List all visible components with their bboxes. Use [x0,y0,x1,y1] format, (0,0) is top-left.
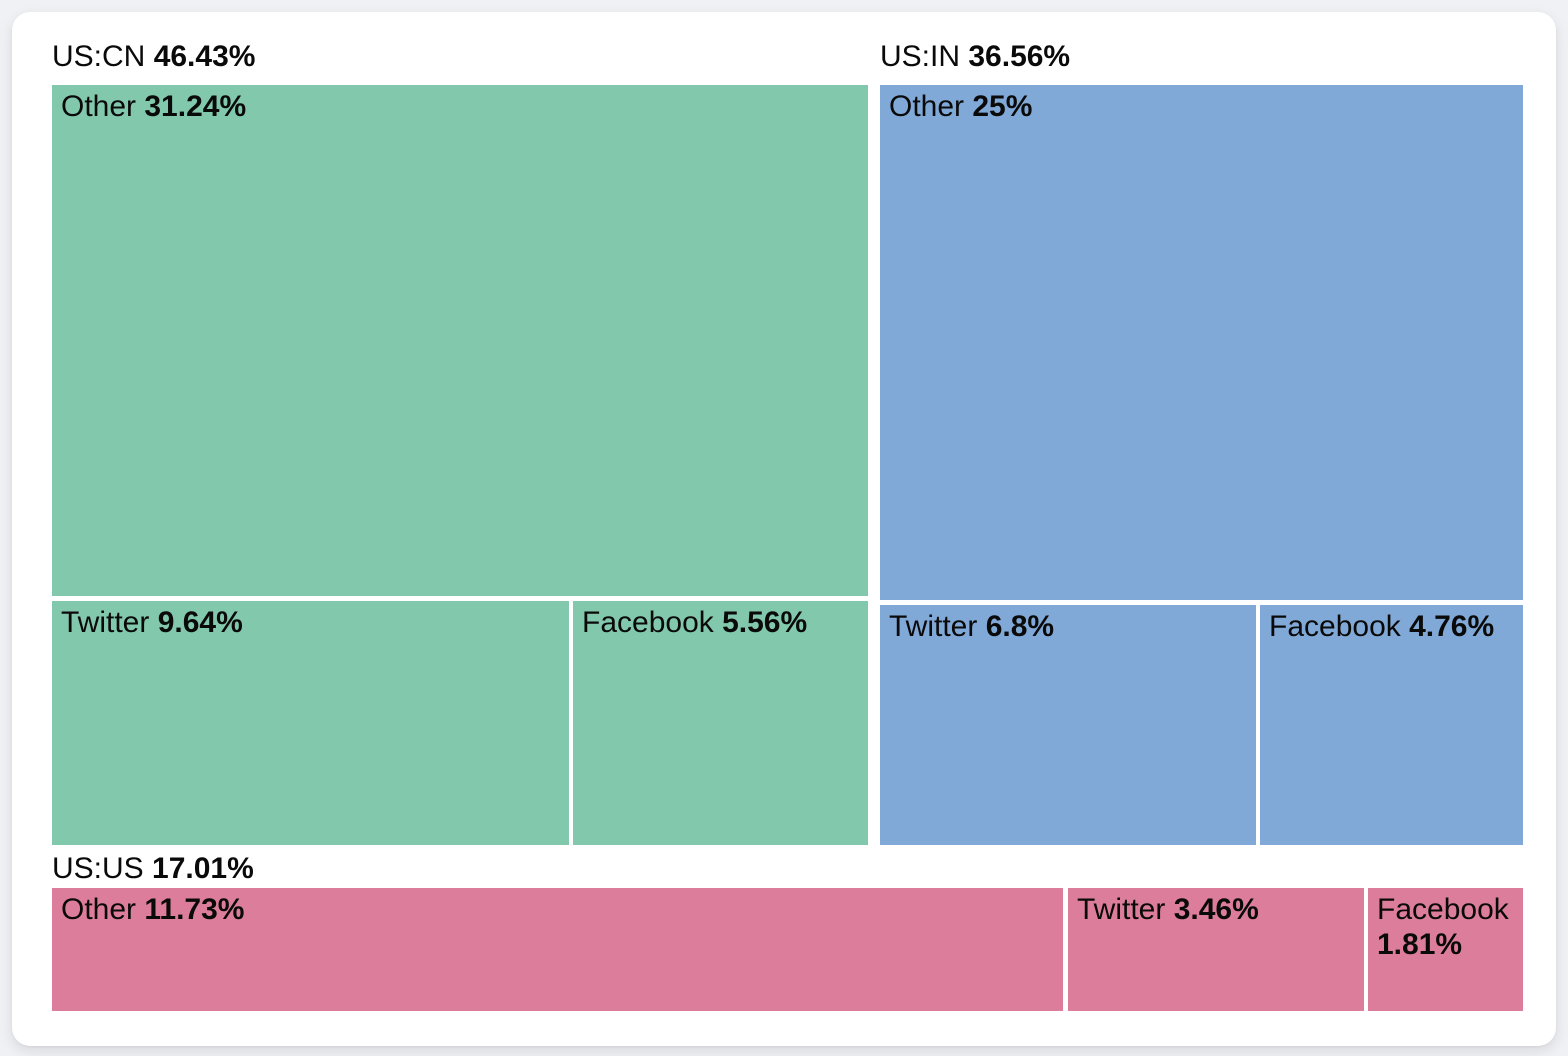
cell-label: Facebook [1377,893,1509,926]
treemap-cell-us-us-twitter[interactable]: Twitter 3.46% [1068,888,1364,1011]
treemap-cell-us-in-facebook[interactable]: Facebook 4.76% [1260,605,1523,845]
treemap-cell-us-in-other[interactable]: Other 25% [880,85,1523,600]
treemap-cell-us-cn-twitter[interactable]: Twitter 9.64% [52,601,569,845]
group-value: 17.01% [152,852,254,885]
cell-label: Facebook [1269,610,1401,643]
cell-value: 25% [972,90,1033,123]
treemap-cell-us-us-other[interactable]: Other 11.73% [52,888,1063,1011]
cell-value: 9.64% [157,606,243,639]
group-value: 36.56% [968,40,1071,73]
cell-label: Other [61,90,137,123]
treemap-cell-us-cn-other[interactable]: Other 31.24% [52,85,868,596]
cell-label: Other [61,893,137,926]
group-title-us-in[interactable]: US:IN 36.56% [880,40,1070,74]
cell-label: Twitter [61,606,150,639]
cell-label: Other [889,90,965,123]
cell-value: 6.8% [985,610,1055,643]
treemap-cell-us-in-twitter[interactable]: Twitter 6.8% [880,605,1256,845]
group-title-us-cn[interactable]: US:CN 46.43% [52,40,255,74]
group-value: 46.43% [153,40,256,73]
cell-value: 3.46% [1173,893,1259,926]
group-label: US:CN [52,40,146,73]
group-label: US:US [52,852,144,885]
cell-value: 31.24% [144,90,247,123]
cell-value: 11.73% [144,893,245,926]
treemap-cell-us-us-facebook[interactable]: Facebook 1.81% [1368,888,1523,1011]
group-label: US:IN [880,40,961,73]
cell-value: 4.76% [1409,610,1495,643]
cell-label: Facebook [582,606,714,639]
group-title-us-us[interactable]: US:US 17.01% [52,852,254,886]
cell-value: 1.81% [1377,928,1463,961]
cell-value: 5.56% [722,606,808,639]
cell-label: Twitter [889,610,978,643]
treemap-cell-us-cn-facebook[interactable]: Facebook 5.56% [573,601,868,845]
cell-label: Twitter [1077,893,1166,926]
